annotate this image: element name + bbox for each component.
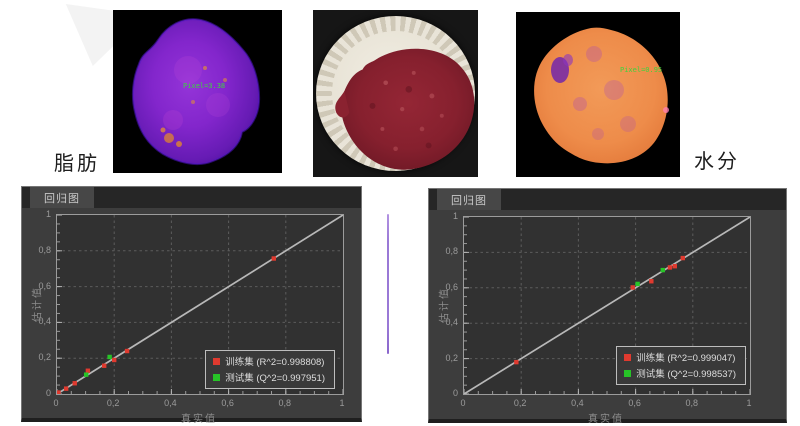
y-tick-label: 1	[452, 211, 458, 221]
vertical-divider	[387, 214, 389, 354]
fat-value-annotation: Pixel=3.38	[183, 82, 225, 90]
legend-marker-icon	[213, 357, 221, 365]
y-tick-label: 1	[45, 209, 51, 219]
y-tick-label: 0,8	[38, 244, 51, 255]
legend-entry: 测试集 (Q^2=0.997951)	[213, 370, 325, 384]
x-tick-label: 0,4	[571, 398, 584, 408]
data-point	[630, 285, 635, 290]
scatter-plot-area[interactable]: 训练集 (R^2=0.998808) 测试集 (Q^2=0.997951)	[56, 214, 344, 395]
tab-bar: 回归图	[429, 189, 786, 210]
data-point	[271, 256, 276, 261]
y-tick-label: 0,6	[38, 280, 51, 291]
moisture-blob	[534, 27, 668, 164]
legend-label: 测试集 (Q^2=0.998537)	[636, 369, 736, 380]
legend-marker-icon	[624, 353, 632, 361]
data-point	[107, 354, 112, 360]
y-axis-title: 估计值	[32, 285, 44, 322]
chart-legend: 训练集 (R^2=0.998808) 测试集 (Q^2=0.997951)	[205, 350, 335, 389]
y-tick-label: 0	[45, 388, 51, 398]
regression-panel-moisture: 回归图 训练集 (R^2=0.999047) 测试集 (Q^2=0.998537)…	[428, 188, 787, 425]
x-tick-label: 0,8	[278, 398, 292, 408]
tab-bar: 回归图	[22, 187, 361, 208]
legend-label: 训练集 (R^2=0.998808)	[225, 357, 325, 368]
x-tick-label: 1	[746, 398, 752, 408]
moisture-heatmap-graphic: Pixel=0.95	[534, 27, 669, 164]
y-tick-label: 0,8	[445, 246, 458, 257]
data-point	[680, 255, 685, 261]
x-tick-label: 0,4	[164, 398, 177, 408]
regression-panel-fat: 回归图 训练集 (R^2=0.998808) 测试集 (Q^2=0.997951)…	[21, 186, 362, 425]
x-tick-label: 0,6	[221, 398, 234, 408]
fat-heatmap-image: Pixel=3.38	[113, 10, 282, 173]
scatter-plot-area[interactable]: 训练集 (R^2=0.999047) 测试集 (Q^2=0.998537)	[463, 216, 751, 395]
y-tick-label: 0,4	[445, 317, 458, 328]
y-tick-label: 0,2	[38, 352, 51, 363]
tab-regression-plot[interactable]: 回归图	[437, 189, 501, 210]
data-point	[56, 390, 61, 395]
data-point	[72, 381, 77, 386]
chart-legend: 训练集 (R^2=0.999047) 测试集 (Q^2=0.998537)	[616, 346, 746, 385]
data-point	[649, 279, 654, 284]
legend-entry: 训练集 (R^2=0.998808)	[213, 354, 325, 368]
legend-entry: 训练集 (R^2=0.999047)	[624, 350, 736, 364]
data-point	[660, 267, 665, 273]
x-tick-label: 0,6	[628, 398, 641, 408]
data-point	[635, 281, 640, 287]
y-tick-label: 0,2	[445, 352, 458, 363]
x-axis-title: 真实值	[181, 414, 217, 425]
data-point	[85, 368, 91, 373]
y-tick-label: 0	[452, 388, 458, 398]
data-point	[83, 372, 89, 377]
x-axis-title: 真实值	[588, 414, 624, 425]
moisture-heatmap-image: Pixel=0.95	[516, 12, 680, 177]
tab-regression-plot[interactable]: 回归图	[30, 187, 94, 208]
y-tick-label: 0,6	[445, 281, 458, 292]
x-tick-label: 0	[460, 398, 466, 408]
meat-sample-photo	[313, 10, 478, 177]
data-point	[124, 348, 130, 354]
fat-label: 脂肪	[54, 153, 100, 175]
legend-label: 测试集 (Q^2=0.997951)	[225, 373, 325, 384]
legend-label: 训练集 (R^2=0.999047)	[636, 353, 736, 364]
moisture-value-annotation: Pixel=0.95	[620, 66, 662, 74]
fat-heatmap-graphic: Pixel=3.38	[131, 18, 261, 165]
legend-entry: 测试集 (Q^2=0.998537)	[624, 366, 736, 380]
data-point	[101, 363, 107, 368]
y-tick-label: 0,4	[38, 316, 51, 327]
x-tick-label: 0,2	[513, 398, 527, 408]
data-point	[63, 386, 69, 391]
y-axis-title: 估计值	[439, 286, 451, 323]
meat-patty	[335, 48, 475, 170]
moisture-label: 水分	[694, 151, 740, 173]
data-point	[514, 359, 519, 365]
legend-marker-icon	[213, 373, 221, 381]
data-point	[112, 357, 117, 363]
x-tick-label: 0,2	[106, 398, 120, 408]
fat-blob	[131, 18, 261, 165]
legend-marker-icon	[624, 369, 632, 377]
data-point	[667, 265, 673, 270]
x-tick-label: 0	[53, 398, 59, 408]
x-tick-label: 0,8	[685, 398, 699, 408]
data-point	[672, 264, 677, 269]
x-tick-label: 1	[339, 398, 345, 408]
